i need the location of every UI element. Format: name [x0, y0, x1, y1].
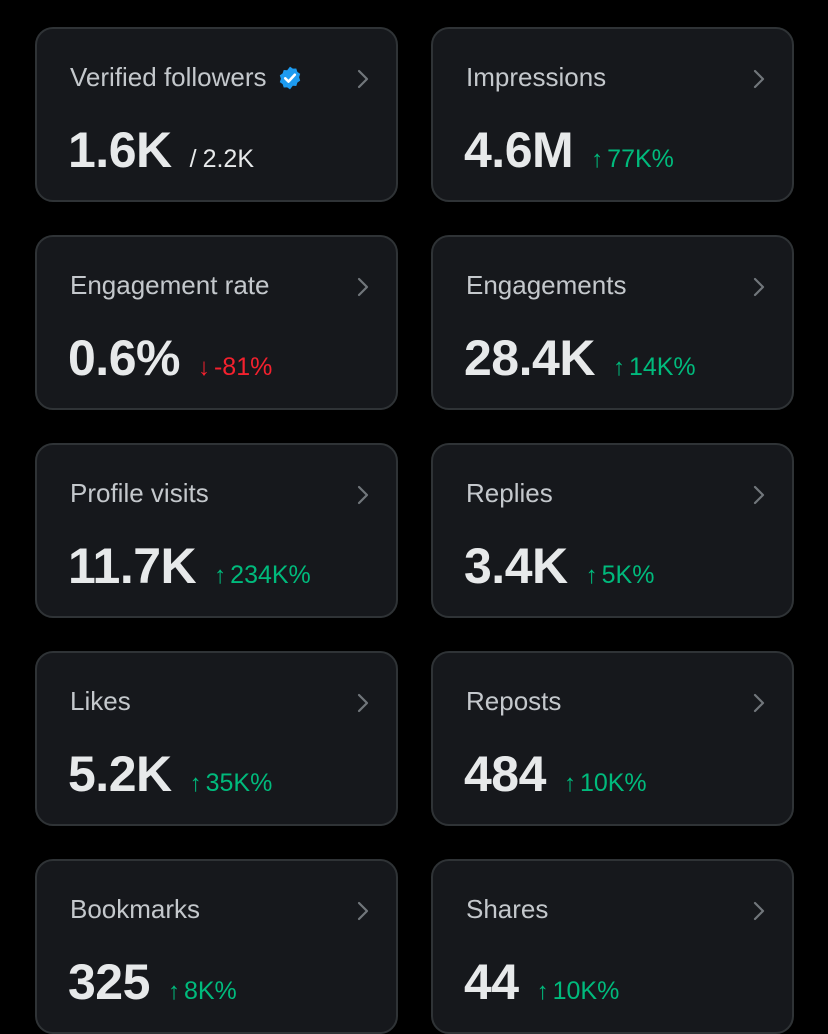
card-engagements[interactable]: Engagements 28.4K ↑ 14K% [431, 235, 794, 410]
card-label-row: Impressions [466, 62, 606, 93]
card-total-value: 2.2K [202, 145, 255, 173]
card-verified-followers[interactable]: Verified followers 1.6K / 2.2K [35, 27, 398, 202]
card-label: Shares [466, 894, 549, 924]
delta-value: 234K% [230, 561, 311, 589]
card-label: Reposts [466, 686, 562, 716]
value-row: 4.6M ↑ 77K% [464, 121, 674, 179]
delta: ↑ 5K% [586, 561, 655, 590]
card-value: 3.4K [464, 538, 568, 594]
delta-value: 10K% [552, 977, 620, 1005]
card-bookmarks[interactable]: Bookmarks 325 ↑ 8K% [35, 859, 398, 1034]
delta-value: 77K% [607, 145, 674, 173]
value-row: 28.4K ↑ 14K% [464, 329, 696, 387]
delta-value: 5K% [601, 561, 655, 589]
chevron-right-icon [357, 69, 369, 89]
card-replies[interactable]: Replies 3.4K ↑ 5K% [431, 443, 794, 618]
value-row: 1.6K / 2.2K [68, 121, 254, 179]
verified-badge-icon [279, 66, 300, 89]
value-row: 44 ↑ 10K% [464, 953, 619, 1011]
card-label: Engagements [466, 270, 627, 300]
arrow-up-icon: ↑ [536, 978, 549, 1005]
card-profile-visits[interactable]: Profile visits 11.7K ↑ 234K% [35, 443, 398, 618]
delta: ↑ 234K% [214, 561, 311, 590]
chevron-right-icon [357, 485, 369, 505]
arrow-down-icon: ↓ [197, 354, 210, 381]
delta: ↑ 35K% [190, 769, 273, 798]
card-label-row: Engagement rate [70, 270, 269, 301]
delta: ↑ 10K% [564, 769, 647, 798]
card-label: Likes [70, 686, 131, 716]
card-label: Replies [466, 478, 553, 508]
card-engagement-rate[interactable]: Engagement rate 0.6% ↓ -81% [35, 235, 398, 410]
card-value: 325 [68, 954, 150, 1010]
card-label-row: Likes [70, 686, 131, 717]
value-row: 3.4K ↑ 5K% [464, 537, 654, 595]
card-impressions[interactable]: Impressions 4.6M ↑ 77K% [431, 27, 794, 202]
arrow-up-icon: ↑ [167, 978, 180, 1005]
card-label-row: Bookmarks [70, 894, 200, 925]
card-label: Profile visits [70, 478, 209, 508]
card-label: Verified followers [70, 62, 267, 92]
value-row: 11.7K ↑ 234K% [68, 537, 311, 595]
card-label-row: Reposts [466, 686, 561, 717]
analytics-card-grid: Verified followers 1.6K / 2.2K Impressio… [35, 27, 794, 1034]
card-label-row: Replies [466, 478, 553, 509]
delta-value: 14K% [628, 353, 696, 381]
chevron-right-icon [753, 485, 765, 505]
delta: ↑ 14K% [613, 353, 696, 382]
arrow-up-icon: ↑ [612, 354, 625, 381]
value-row: 325 ↑ 8K% [68, 953, 237, 1011]
card-value: 1.6K [68, 122, 172, 178]
delta-value: 35K% [205, 769, 273, 797]
delta: ↑ 77K% [591, 145, 674, 174]
chevron-right-icon [753, 901, 765, 921]
card-value: 28.4K [464, 330, 595, 386]
value-row: 5.2K ↑ 35K% [68, 745, 272, 803]
card-label-row: Verified followers [70, 62, 303, 93]
delta-value: 10K% [579, 769, 647, 797]
card-label: Impressions [466, 62, 607, 92]
chevron-right-icon [357, 901, 369, 921]
chevron-right-icon [357, 277, 369, 297]
card-value: 11.7K [68, 538, 197, 594]
delta: ↓ -81% [198, 353, 272, 382]
arrow-up-icon: ↑ [214, 562, 227, 589]
card-value: 0.6% [68, 330, 180, 386]
card-label-row: Shares [466, 894, 548, 925]
card-likes[interactable]: Likes 5.2K ↑ 35K% [35, 651, 398, 826]
arrow-up-icon: ↑ [189, 770, 202, 797]
card-label-row: Profile visits [70, 478, 209, 509]
card-total-separator: / [189, 145, 197, 173]
delta: ↑ 10K% [537, 977, 620, 1006]
value-row: 0.6% ↓ -81% [68, 329, 272, 387]
chevron-right-icon [753, 277, 765, 297]
card-label: Engagement rate [70, 270, 270, 300]
card-value: 5.2K [68, 746, 172, 802]
card-label-row: Engagements [466, 270, 626, 301]
card-value: 44 [464, 954, 519, 1010]
card-value: 4.6M [464, 122, 574, 178]
card-shares[interactable]: Shares 44 ↑ 10K% [431, 859, 794, 1034]
arrow-up-icon: ↑ [563, 770, 576, 797]
chevron-right-icon [357, 693, 369, 713]
chevron-right-icon [753, 69, 765, 89]
card-label: Bookmarks [70, 894, 201, 924]
card-reposts[interactable]: Reposts 484 ↑ 10K% [431, 651, 794, 826]
chevron-right-icon [753, 693, 765, 713]
delta-value: 8K% [183, 977, 237, 1005]
card-value: 484 [464, 746, 546, 802]
arrow-up-icon: ↑ [585, 562, 598, 589]
delta-value: -81% [213, 353, 273, 381]
delta: ↑ 8K% [168, 977, 237, 1006]
value-row: 484 ↑ 10K% [464, 745, 647, 803]
card-total: / 2.2K [190, 145, 254, 174]
arrow-up-icon: ↑ [591, 146, 604, 173]
